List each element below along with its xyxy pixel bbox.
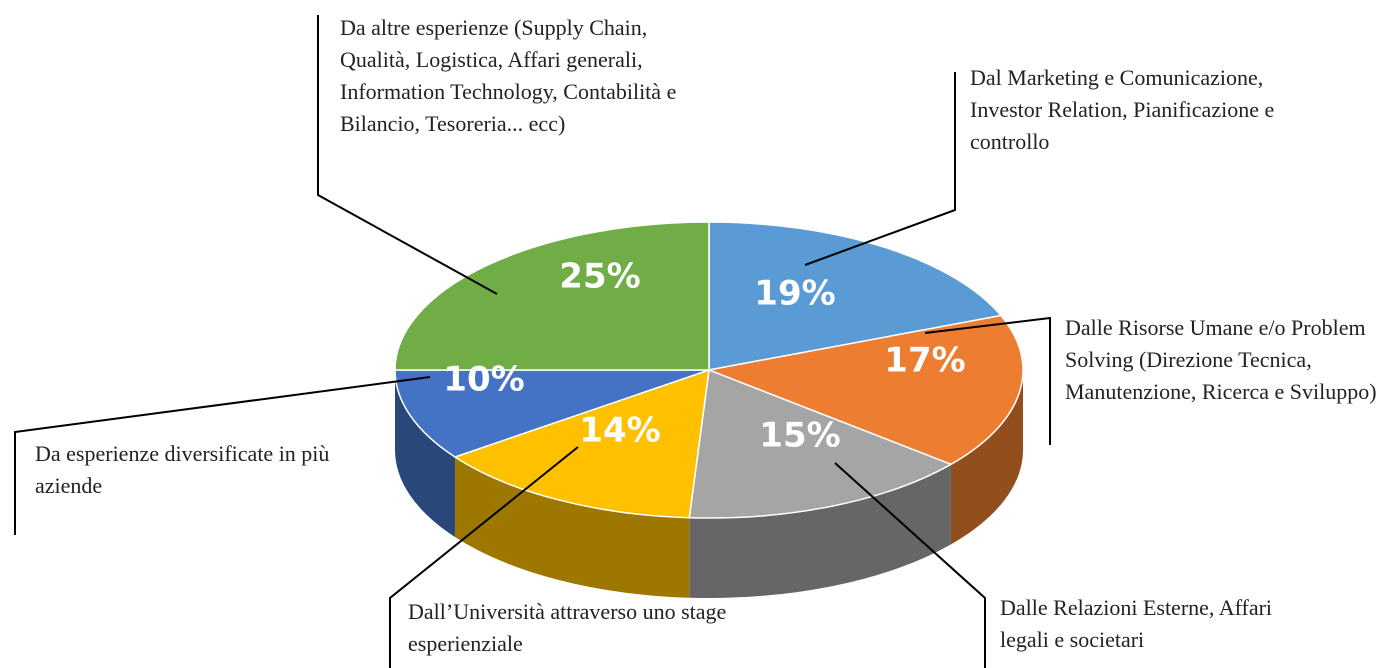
category-label: Dall’Università attraverso uno stage esp… — [408, 599, 727, 656]
leader-line — [317, 15, 498, 295]
data-label: 17% — [884, 341, 965, 381]
slice — [688, 368, 953, 519]
slice — [708, 221, 1003, 371]
data-label: 19% — [754, 274, 835, 314]
category-label: Dal Marketing e Comunicazione, Investor … — [970, 65, 1275, 154]
slice — [453, 368, 710, 519]
data-label: 10% — [443, 360, 524, 400]
leader-line — [14, 376, 431, 535]
leader-line — [924, 316, 1051, 445]
leader-line — [389, 446, 579, 668]
slice — [394, 221, 710, 371]
slice-side — [454, 456, 690, 598]
category-label: Dalle Relazioni Esterne, Affari legali e… — [1000, 595, 1273, 652]
slice — [706, 314, 1024, 466]
slice — [394, 369, 710, 458]
category-label: Da altre esperienze (Supply Chain, Quali… — [340, 15, 677, 136]
data-label: 25% — [559, 257, 640, 297]
slice-side — [689, 464, 951, 598]
leader-line — [834, 462, 986, 668]
category-label: Da esperienze diversificate in più azien… — [35, 441, 330, 498]
category-label: Dalle Risorse Umane e/o Problem Solving … — [1065, 315, 1377, 404]
data-label: 15% — [759, 416, 840, 456]
leader-line — [804, 72, 956, 266]
data-label: 14% — [579, 411, 660, 451]
